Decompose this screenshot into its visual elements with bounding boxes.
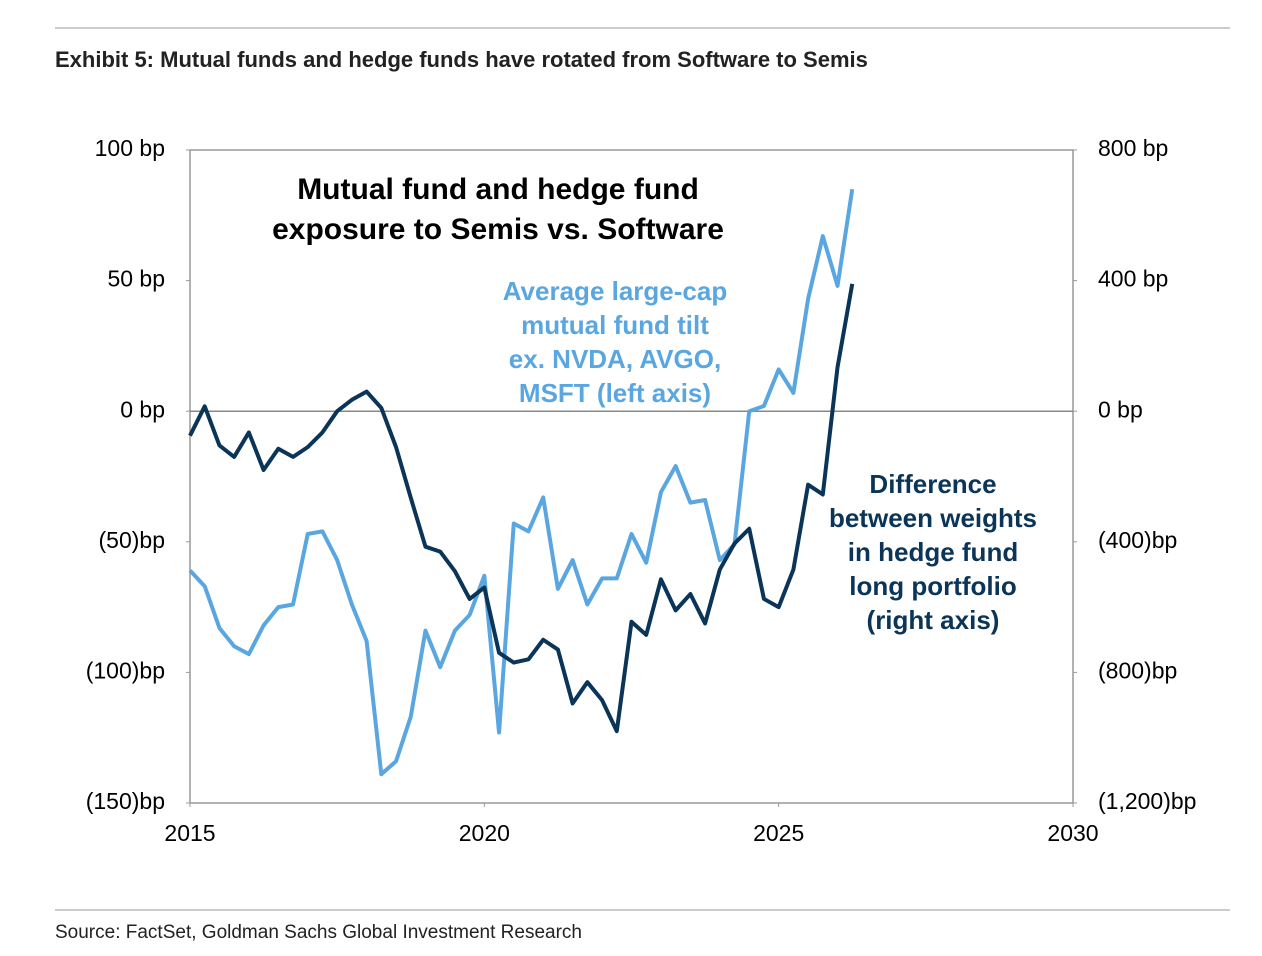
annotation: Difference [869,469,996,499]
exhibit-title: Exhibit 5: Mutual funds and hedge funds … [55,47,868,72]
y2-tick-label: (400)bp [1098,527,1177,553]
series-line [188,283,855,734]
plot-frame [189,149,1074,804]
x-tick-label: 2025 [753,820,804,846]
annotation: ex. NVDA, AVGO, [509,344,721,374]
y-tick-label: (100)bp [86,657,165,683]
x-tick-label: 2020 [459,820,510,846]
y-tick-label: (150)bp [86,788,165,814]
x-tick-label: 2030 [1047,820,1098,846]
y2-tick-label: (800)bp [1098,657,1177,683]
annotation: MSFT (left axis) [519,378,711,408]
y2-tick-label: 400 bp [1098,266,1168,292]
source: Source: FactSet, Goldman Sachs Global In… [55,922,582,943]
series-line [188,188,855,777]
y2-tick-label: 800 bp [1098,135,1168,161]
y-tick-label: 100 bp [95,135,165,161]
chart-title: Mutual fund and hedge fund [297,173,699,206]
annotation: mutual fund tilt [521,310,709,340]
y2-tick-label: 0 bp [1098,396,1143,422]
y2-tick-label: (1,200)bp [1098,788,1196,814]
x-tick-label: 2015 [164,820,215,846]
y-tick-label: 50 bp [107,266,165,292]
y-tick-label: (50)bp [99,527,165,553]
annotation: between weights [829,503,1037,533]
annotation: long portfolio [849,571,1017,601]
chart-title: exposure to Semis vs. Software [272,213,724,246]
annotation: in hedge fund [848,537,1018,567]
annotation: Average large-cap [503,276,727,306]
annotation: (right axis) [867,605,1000,635]
y-tick-label: 0 bp [120,396,165,422]
